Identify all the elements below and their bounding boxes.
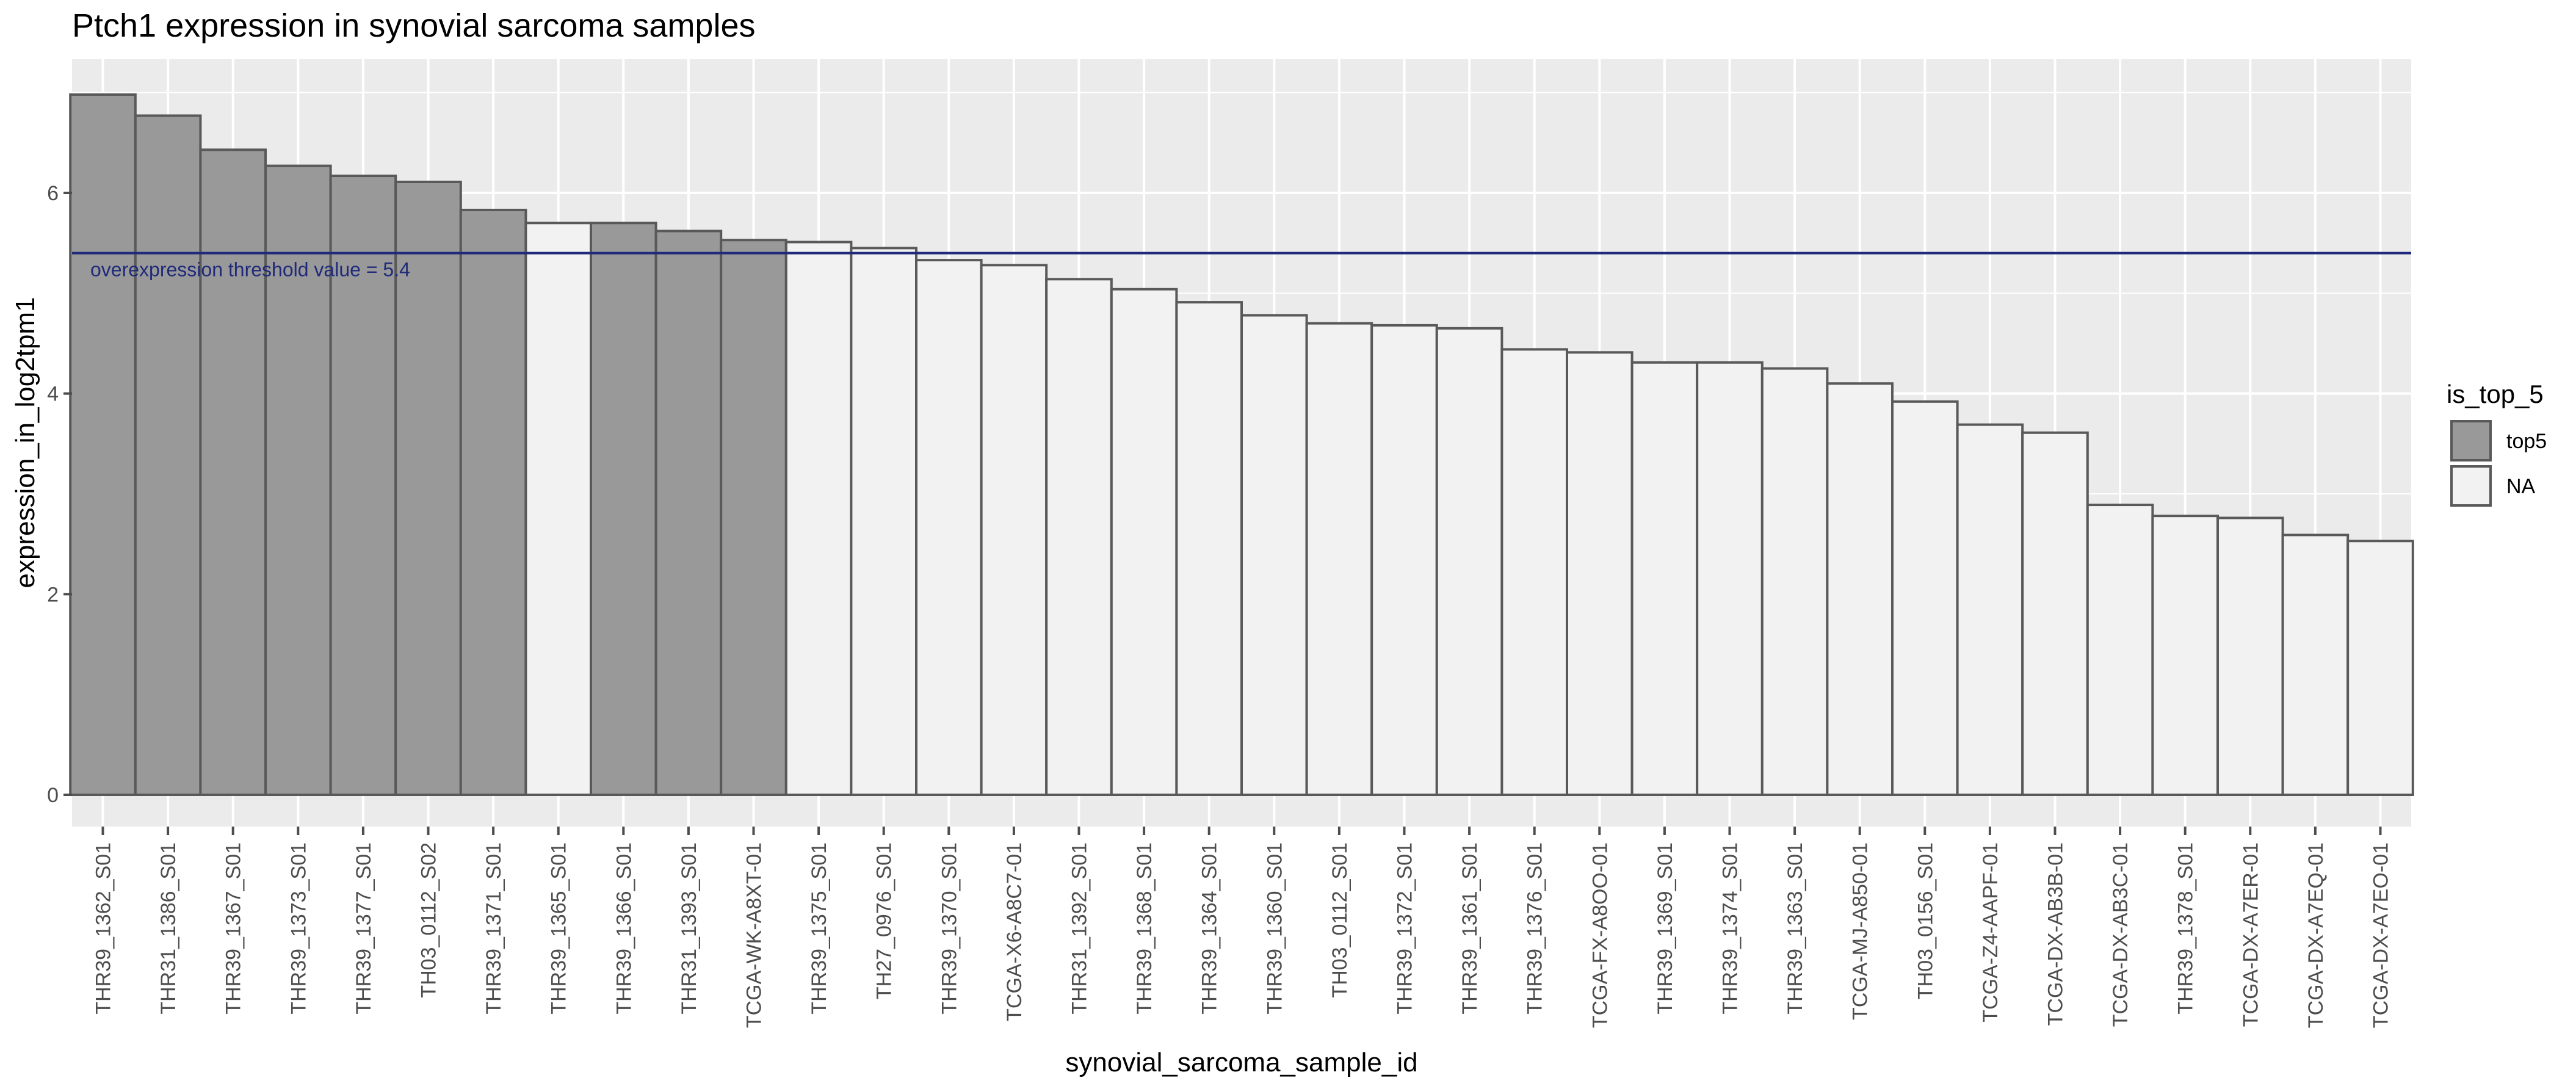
legend: is_top_5 top5 NA xyxy=(2447,380,2547,507)
x-tick-label-35: TCGA-DX-A7EO-01 xyxy=(2370,842,2393,1028)
y-axis: 0 2 4 6 xyxy=(47,182,72,807)
bar-25 xyxy=(1696,361,1764,796)
x-tick-label-5: TH03_0112_S02 xyxy=(418,842,441,998)
x-tick-label-16: THR39_1368_S01 xyxy=(1133,842,1156,1015)
bar-2 xyxy=(199,148,267,796)
x-tick-label-20: THR39_1372_S01 xyxy=(1394,842,1417,1015)
x-tick-label-33: TCGA-DX-A7ER-01 xyxy=(2239,842,2262,1027)
x-tick-label-17: THR39_1364_S01 xyxy=(1198,842,1221,1015)
x-tick-label-31: TCGA-DX-AB3C-01 xyxy=(2109,842,2132,1027)
bar-18 xyxy=(1240,314,1308,796)
bar-14 xyxy=(980,264,1048,796)
bar-32 xyxy=(2151,515,2219,796)
bar-15 xyxy=(1045,278,1113,796)
bar-26 xyxy=(1760,367,1829,796)
x-tick-label-9: THR31_1393_S01 xyxy=(678,842,701,1015)
bar-28 xyxy=(1891,400,1959,796)
bar-23 xyxy=(1566,351,1634,796)
x-tick-label-3: THR39_1373_S01 xyxy=(287,842,310,1015)
x-tick-label-18: THR39_1360_S01 xyxy=(1263,842,1286,1015)
bar-30 xyxy=(2021,431,2089,796)
bar-16 xyxy=(1110,288,1178,796)
threshold-label: overexpression threshold value = 5.4 xyxy=(90,259,410,281)
bar-4 xyxy=(329,175,397,796)
legend-swatch-1 xyxy=(2450,465,2492,507)
x-tick-label-27: TCGA-MJ-A850-01 xyxy=(1849,842,1872,1020)
x-tick-label-19: TH03_0112_S01 xyxy=(1328,842,1351,998)
x-tick-label-29: TCGA-Z4-AAPF-01 xyxy=(1979,842,2002,1023)
y-tick-label-3: 6 xyxy=(47,182,59,205)
bar-20 xyxy=(1370,324,1438,796)
bar-6 xyxy=(459,208,527,797)
bars xyxy=(69,93,2414,797)
x-tick-label-22: THR39_1376_S01 xyxy=(1524,842,1547,1015)
y-tick-label-0: 0 xyxy=(47,784,59,807)
bar-13 xyxy=(915,259,983,796)
x-tick-label-34: TCGA-DX-A7EQ-01 xyxy=(2304,842,2328,1028)
x-tick-label-25: THR39_1374_S01 xyxy=(1719,842,1742,1015)
bar-17 xyxy=(1175,301,1243,796)
x-tick-label-0: THR39_1362_S01 xyxy=(92,842,115,1015)
x-tick-label-10: TCGA-WK-A8XT-01 xyxy=(743,842,766,1028)
x-tick-label-23: TCGA-FX-A8OO-01 xyxy=(1588,842,1612,1028)
x-tick-label-32: THR39_1378_S01 xyxy=(2174,842,2198,1015)
x-tick-label-8: THR39_1366_S01 xyxy=(612,842,635,1015)
bar-33 xyxy=(2216,516,2284,796)
legend-items: top5 NA xyxy=(2450,420,2547,507)
bar-10 xyxy=(720,239,787,796)
legend-label-1: NA xyxy=(2506,475,2536,498)
y-tick-label-1: 2 xyxy=(47,583,59,606)
y-axis-label: expression_in_log2tpm1 xyxy=(10,297,40,588)
x-tick-label-11: THR39_1375_S01 xyxy=(808,842,831,1015)
x-tick-label-2: THR39_1367_S01 xyxy=(222,842,245,1015)
bar-31 xyxy=(2086,504,2154,796)
bar-12 xyxy=(850,247,918,796)
x-tick-label-28: TH03_0156_S01 xyxy=(1914,842,1937,999)
bar-1 xyxy=(134,114,202,796)
bar-8 xyxy=(590,222,657,796)
bar-35 xyxy=(2346,540,2414,797)
bar-19 xyxy=(1305,322,1373,796)
chart-title: Ptch1 expression in synovial sarcoma sam… xyxy=(72,7,756,44)
bar-5 xyxy=(394,180,462,796)
bar-3 xyxy=(264,164,332,796)
bar-27 xyxy=(1826,382,1894,796)
x-tick-label-1: THR31_1386_S01 xyxy=(157,842,180,1015)
bar-21 xyxy=(1435,327,1503,796)
x-tick-label-15: THR31_1392_S01 xyxy=(1068,842,1091,1015)
legend-label-0: top5 xyxy=(2506,430,2547,453)
legend-title: is_top_5 xyxy=(2447,380,2544,408)
legend-swatch-0 xyxy=(2450,420,2492,462)
x-tick-label-13: THR39_1370_S01 xyxy=(938,842,961,1015)
bar-22 xyxy=(1500,348,1568,796)
x-tick-label-26: THR39_1363_S01 xyxy=(1784,842,1807,1015)
bar-29 xyxy=(1956,423,2024,796)
x-tick-label-21: THR39_1361_S01 xyxy=(1458,842,1482,1015)
bar-11 xyxy=(784,241,853,797)
x-tick-label-14: TCGA-X6-A8C7-01 xyxy=(1003,842,1026,1021)
bar-0 xyxy=(69,93,137,796)
x-tick-label-24: THR39_1369_S01 xyxy=(1654,842,1677,1015)
x-tick-label-7: THR39_1365_S01 xyxy=(548,842,571,1015)
bar-9 xyxy=(654,230,723,796)
x-tick-label-12: TH27_0976_S01 xyxy=(873,842,896,999)
bar-34 xyxy=(2281,534,2350,796)
y-tick-label-2: 4 xyxy=(47,383,59,406)
x-axis: THR39_1362_S01 THR31_1386_S01 THR39_1367_S… xyxy=(92,827,2393,1028)
x-axis-label: synovial_sarcoma_sample_id xyxy=(1065,1048,1417,1077)
bar-7 xyxy=(524,222,593,796)
x-tick-label-30: TCGA-DX-AB3B-01 xyxy=(2044,842,2068,1026)
x-tick-label-4: THR39_1377_S01 xyxy=(352,842,375,1015)
bar-24 xyxy=(1630,361,1699,796)
x-tick-label-6: THR39_1371_S01 xyxy=(482,842,505,1015)
